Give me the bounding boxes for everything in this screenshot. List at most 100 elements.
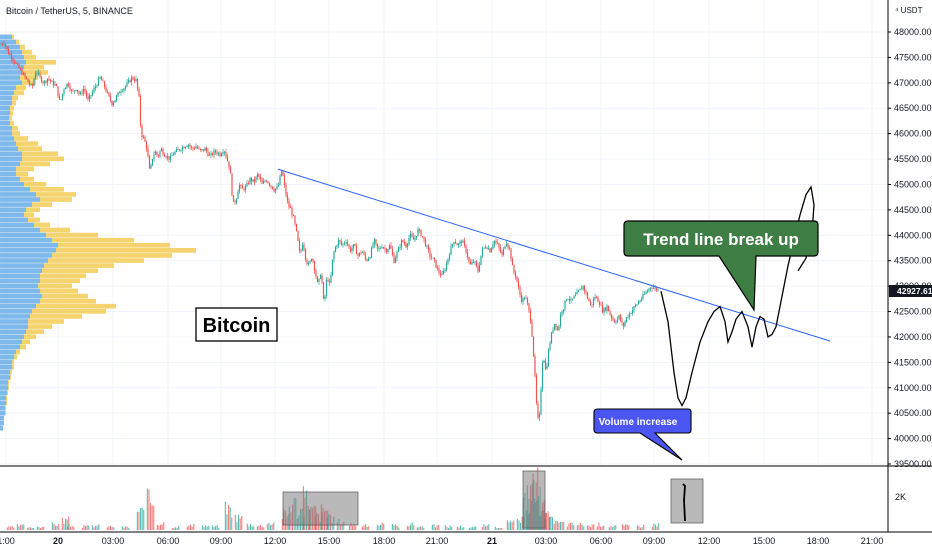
profile-bar-down — [28, 324, 52, 329]
candle-body — [523, 298, 526, 300]
candle-body — [558, 326, 560, 331]
candle-body — [150, 164, 152, 169]
candle-body — [438, 268, 440, 273]
profile-bar-up — [0, 390, 7, 395]
volume-bar — [63, 523, 65, 530]
candle-body — [622, 322, 625, 327]
volume-bar — [553, 523, 555, 530]
time-axis[interactable]: 1:00 20 03:00 06:00 09:00 12:00 15:00 18:00 21:0… — [0, 536, 883, 546]
candle-body — [178, 149, 181, 151]
volume-bar — [73, 526, 75, 530]
candle-body — [630, 313, 632, 314]
candle-body — [190, 146, 193, 148]
profile-bar-down — [26, 59, 56, 65]
candle-body — [555, 323, 557, 328]
volume-bar — [636, 525, 638, 530]
volume-bar — [55, 525, 57, 530]
profile-bar-up — [0, 44, 20, 50]
volume-bar — [20, 525, 22, 530]
candle-body — [166, 156, 169, 158]
trend-break-callout[interactable]: Trend line break up — [623, 220, 819, 312]
candle-body — [342, 243, 344, 245]
candle-body — [147, 148, 149, 157]
candle-body — [115, 96, 118, 101]
candle-body — [288, 201, 290, 207]
candle-body — [402, 240, 404, 242]
price-axis[interactable]: 48000.00 47500.00 47000.00 46500.00 46000.00… — [888, 27, 932, 469]
candle-body — [541, 362, 544, 390]
candle-body — [151, 158, 154, 165]
volume-bar — [83, 525, 85, 530]
price-axis-currency-label: ⁴ USDT — [895, 6, 923, 15]
profile-bar-up — [0, 319, 28, 324]
volume-bar — [258, 525, 260, 530]
candle-body — [403, 241, 406, 244]
profile-bar-down — [12, 95, 18, 101]
volume-bar — [501, 528, 503, 530]
price-tick-label: 46000.00 — [894, 129, 932, 139]
candle-body — [421, 235, 424, 237]
volume-bar — [98, 524, 100, 530]
volume-bar — [70, 527, 72, 530]
volume-bar — [33, 528, 35, 530]
volume-bar — [561, 522, 563, 530]
candle-body — [469, 261, 472, 265]
candle-body — [39, 72, 41, 77]
candle-body — [619, 315, 622, 321]
candle-body — [300, 250, 302, 252]
candle-body — [118, 92, 121, 94]
volume-bar — [583, 526, 585, 530]
candle-body — [621, 320, 623, 323]
profile-bar-down — [16, 39, 19, 45]
candle-body — [487, 248, 490, 250]
candle-body — [76, 89, 79, 92]
profile-bar-up — [0, 248, 56, 253]
time-tick-label: 21:00 — [861, 536, 884, 546]
profile-bar-down — [26, 207, 40, 213]
profile-bar-up — [0, 334, 24, 340]
trend-line[interactable] — [277, 168, 831, 342]
volume-bar — [581, 524, 583, 530]
candle-body — [501, 251, 503, 255]
candle-body — [508, 247, 511, 249]
candle-body — [316, 276, 319, 282]
volume-increase-callout[interactable]: Volume increase — [593, 408, 692, 461]
candle-body — [70, 90, 73, 91]
volume-bar — [355, 525, 357, 530]
candle-body — [129, 80, 131, 83]
candle-body — [123, 88, 125, 92]
volume-bar — [496, 528, 498, 530]
candle-body — [141, 125, 143, 138]
candle-body — [144, 136, 146, 142]
bitcoin-label-box[interactable]: Bitcoin — [195, 307, 278, 342]
profile-bar-down — [42, 293, 88, 299]
candle-body — [519, 287, 521, 295]
candle-body — [162, 149, 164, 155]
profile-bar-down — [18, 146, 42, 152]
candle-body — [220, 153, 223, 156]
candle-body — [292, 215, 295, 217]
projected-path-drawing[interactable] — [660, 185, 815, 407]
candle-body — [591, 304, 593, 306]
profile-bar-up — [0, 242, 58, 248]
price-tick-label: 47500.00 — [894, 52, 932, 62]
candle-body — [69, 85, 71, 91]
volume-bar — [228, 505, 230, 530]
volume-bar — [11, 526, 13, 530]
profile-bar-down — [12, 34, 14, 40]
candle-body — [3, 44, 5, 45]
profile-bar-up — [0, 420, 4, 426]
volume-bar — [51, 522, 53, 530]
candle-body — [201, 149, 203, 151]
volume-bar — [95, 526, 97, 530]
volume-bar — [61, 517, 63, 530]
volume-bar — [591, 524, 593, 530]
candle-body — [535, 375, 538, 404]
volume-bar — [626, 524, 628, 530]
volume-bar — [658, 523, 660, 530]
candle-body — [303, 244, 305, 249]
candle-body — [235, 198, 238, 203]
candle-body — [573, 296, 575, 299]
candle-body — [646, 290, 649, 293]
